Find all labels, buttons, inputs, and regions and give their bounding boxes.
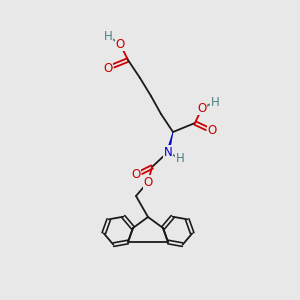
Text: H: H: [103, 29, 112, 43]
Text: H: H: [211, 95, 219, 109]
Text: O: O: [103, 61, 112, 74]
Text: O: O: [131, 169, 141, 182]
Polygon shape: [167, 132, 173, 152]
Text: H: H: [176, 152, 184, 166]
Text: O: O: [207, 124, 217, 137]
Text: O: O: [143, 176, 153, 188]
Text: O: O: [116, 38, 124, 50]
Text: O: O: [197, 101, 207, 115]
Text: N: N: [164, 146, 172, 158]
